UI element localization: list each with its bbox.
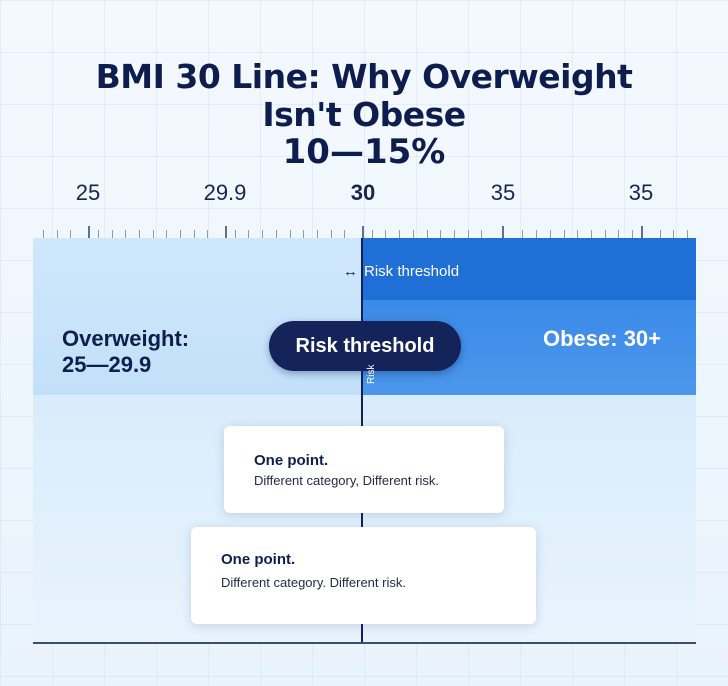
obese-label: Obese: 30+: [543, 326, 662, 351]
ruler-minor-tick: [166, 230, 167, 238]
tick-label-35: 35: [490, 180, 516, 205]
tick-label-35-right: 35: [628, 180, 654, 205]
ruler-minor-tick: [481, 230, 482, 238]
ruler-minor-tick: [290, 230, 291, 238]
card-body: Different category, Different risk.: [254, 473, 439, 488]
overweight-label-title: Overweight:: [62, 326, 190, 351]
ruler-minor-tick: [399, 230, 400, 238]
ruler-minor-tick: [536, 230, 537, 238]
ruler-minor-tick: [262, 230, 263, 238]
ruler-minor-tick: [550, 230, 551, 238]
title-block: BMI 30 Line: Why Overweight Isn't Obese …: [0, 57, 728, 173]
ruler-minor-tick: [317, 230, 318, 238]
ruler-minor-tick: [591, 230, 592, 238]
obese-zone-header: [363, 238, 696, 300]
ruler-minor-tick: [427, 230, 428, 238]
tick-label-25: 25: [75, 180, 101, 205]
ruler-minor-tick: [440, 230, 441, 238]
ruler-minor-tick: [673, 230, 674, 238]
subtitle: 10—15%: [282, 132, 446, 172]
ruler-minor-tick: [577, 230, 578, 238]
overweight-label: Overweight: 25—29.9: [62, 326, 189, 378]
ruler-minor-tick: [372, 230, 373, 238]
ruler-minor-tick: [687, 230, 688, 238]
ruler-minor-tick: [413, 230, 414, 238]
info-card-2: One point. Different category. Different…: [191, 527, 536, 624]
ruler-major-tick: [362, 226, 364, 238]
card-title: One point.: [221, 551, 296, 568]
risk-threshold-arrow-label: ↔ Risk threshold: [343, 263, 459, 280]
ruler-minor-tick: [180, 230, 181, 238]
tick-label-30: 30: [350, 180, 376, 205]
ruler-minor-tick: [522, 230, 523, 238]
ruler-minor-tick: [331, 230, 332, 238]
ruler-minor-tick: [139, 230, 140, 238]
vertical-risk-label: Risk: [366, 364, 377, 384]
arrow-label-text: Risk threshold: [364, 263, 460, 280]
ruler-minor-tick: [125, 230, 126, 238]
ruler-major-tick: [641, 226, 643, 238]
ruler-minor-tick: [57, 230, 58, 238]
double-arrow-icon: ↔: [343, 263, 358, 280]
ruler-minor-tick: [194, 230, 195, 238]
ruler-minor-tick: [98, 230, 99, 238]
risk-threshold-pill: Risk threshold: [269, 321, 461, 371]
title-line-2: Isn't Obese: [262, 95, 466, 134]
ruler-minor-tick: [564, 230, 565, 238]
ruler-minor-tick: [112, 230, 113, 238]
card-body: Different category. Different risk.: [221, 575, 406, 590]
ruler-minor-tick: [248, 230, 249, 238]
ruler-minor-tick: [43, 230, 44, 238]
ruler-minor-tick: [303, 230, 304, 238]
ruler-minor-tick: [605, 230, 606, 238]
ruler-minor-tick: [153, 230, 154, 238]
bottom-axis-line: [33, 642, 696, 644]
ruler-minor-tick: [235, 230, 236, 238]
ruler-minor-tick: [660, 230, 661, 238]
ruler-minor-tick: [70, 230, 71, 238]
ruler-minor-tick: [276, 230, 277, 238]
ruler-major-tick: [88, 226, 90, 238]
ruler-minor-tick: [454, 230, 455, 238]
ruler-minor-tick: [618, 230, 619, 238]
ruler-minor-tick: [632, 230, 633, 238]
ruler-major-tick: [502, 226, 504, 238]
info-card-1: One point. Different category, Different…: [224, 426, 504, 513]
card-title: One point.: [254, 452, 329, 469]
tick-label-29-9: 29.9: [203, 180, 247, 205]
ruler-minor-tick: [385, 230, 386, 238]
scale-ruler: [33, 226, 696, 238]
ruler-minor-tick: [468, 230, 469, 238]
ruler-major-tick: [225, 226, 227, 238]
overweight-label-range: 25—29.9: [62, 352, 152, 377]
ruler-minor-tick: [207, 230, 208, 238]
ruler-minor-tick: [344, 230, 345, 238]
title-line-1: BMI 30 Line: Why Overweight: [95, 57, 633, 96]
